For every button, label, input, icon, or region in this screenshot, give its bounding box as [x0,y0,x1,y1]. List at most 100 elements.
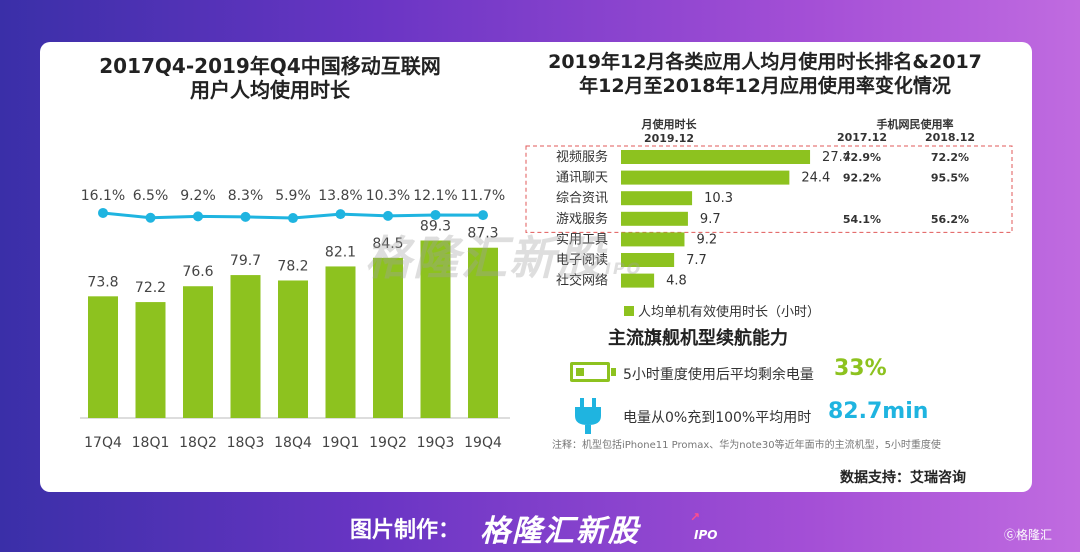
col-rate-label: 手机网民使用率 [876,118,954,131]
growth-point [240,211,251,222]
bar [278,280,308,418]
growth-point [193,211,203,222]
growth-rate-label: 13.8% [318,188,362,204]
right-legend-swatch [624,306,634,316]
plug-icon [572,398,604,438]
col-usage-date: 2019.12 [643,132,695,145]
growth-rate-label: 11.7% [461,188,505,204]
growth-point [288,213,298,224]
charge-value: 82.7min [828,399,929,424]
bar [325,266,356,418]
hbar-value-label: 10.3 [704,191,733,206]
left-title-line2: 用户人均使用时长 [190,78,350,102]
hbar [621,150,811,164]
battery-icon [570,362,616,382]
category-label: 实用工具 [556,232,608,247]
hbar [621,232,685,247]
growth-rate-label: 9.2% [180,188,216,204]
watermark-text: 格隆汇新股 [365,231,605,285]
hbar [621,211,688,226]
hbar-value-label: 24.4 [801,171,830,186]
right-chart-title: 2019年12月各类应用人均月使用时长排名&2017 年12月至2018年12月… [530,50,1000,98]
growth-point [145,212,156,223]
x-tick-label: 18Q1 [132,435,170,451]
charge-label: 电量从0%充到100%平均用时 [623,410,812,426]
left-chart: 73.8 17Q4 16.1% 72.2 18Q1 6.5% 76.6 18Q2 9.2% 79.… [80,188,510,451]
content-card: 2017Q4-2019年Q4中国移动互联网 用户人均使用时长 73.8 17Q4 1… [40,42,1032,492]
col-usage-label: 月使用时长 [641,118,697,131]
rate-2017-label: 72.9% [843,151,881,164]
watermark-logo: 格隆汇新股IPO [365,222,642,288]
bar [420,240,451,418]
x-tick-label: 19Q3 [417,435,455,451]
bar [135,302,166,418]
hbar-value-label: 9.2 [696,232,717,247]
growth-rate-label: 5.9% [275,188,311,204]
rate-2017-label: 54.1% [843,213,881,226]
x-tick-label: 18Q3 [227,435,265,451]
category-label: 视频服务 [556,149,608,165]
battery-remaining-label: 5小时重度使用后平均剩余电量 [623,367,814,383]
bar [88,296,118,418]
watermark-suffix: IPO [605,259,643,278]
hbar-value-label: 27.4 [822,150,851,165]
rate-2018-label: 72.2% [931,151,969,164]
bar [183,286,213,418]
left-chart-title: 2017Q4-2019年Q4中国移动互联网 用户人均使用时长 [80,54,460,102]
footer-brand-suffix: IPO [694,528,718,542]
battery-title: 主流旗舰机型续航能力 [608,328,788,349]
category-label: 综合资讯 [556,191,608,206]
bar-value-label: 84.5 [372,236,403,252]
x-tick-label: 19Q2 [369,435,407,451]
category-label: 游戏服务 [556,211,608,227]
category-label: 通讯聊天 [556,171,608,186]
growth-point [335,209,346,220]
growth-point [98,207,108,218]
footnote: 注释：机型包括iPhone11 Promax、华为note30等近年面市的主流机… [552,440,941,451]
rate-2018-label: 56.2% [931,213,969,226]
category-label: 电子阅读 [556,253,608,268]
corner-logo: Ⓖ格隆汇 [1004,526,1052,543]
rate-2017-label: 92.2% [843,172,881,185]
x-tick-label: 17Q4 [84,435,122,451]
footer: 图片制作： 格隆汇新股 ↗ IPO Ⓖ格隆汇 [0,504,1080,552]
growth-rate-label: 12.1% [413,188,457,204]
bar-value-label: 82.1 [325,244,356,260]
x-tick-label: 18Q4 [274,435,312,451]
growth-rate-label: 16.1% [81,188,125,204]
hbar [621,170,790,185]
hbar [621,253,675,267]
bar [468,247,498,418]
hbar [621,191,693,206]
col-rate-2018: 2018.12 [924,131,976,144]
highlight-box [525,145,1013,233]
col-header-usage: 月使用时长 2019.12 [634,118,704,146]
growth-point [430,209,441,220]
hbar [621,273,655,288]
growth-rate-label: 10.3% [366,188,410,204]
x-tick-label: 19Q4 [464,435,502,451]
left-title-line1: 2017Q4-2019年Q4中国移动互联网 [99,54,441,78]
right-title-line1: 2019年12月各类应用人均月使用时长排名&2017 [548,51,982,73]
bar-value-label: 76.6 [182,264,213,280]
right-chart: 视频服务 27.472.9% 72.2% 通讯聊天 24.4 92.2% 95.5% 综合资讯… [525,145,1013,289]
bar-value-label: 73.8 [87,274,118,290]
growth-point [383,210,393,221]
corner-logo-icon: Ⓖ [1004,528,1017,542]
hbar-value-label: 7.7 [686,253,707,268]
category-label: 社交网络 [556,273,608,289]
growth-point [478,210,488,221]
hbar-value-label: 4.8 [666,274,687,289]
bar-value-label: 72.2 [135,280,166,296]
growth-rate-label: 8.3% [228,188,264,204]
brand-arrow-icon: ↗ [690,510,701,524]
bar-value-label: 78.2 [277,258,308,274]
data-source: 数据支持：艾瑞咨询 [840,470,966,486]
footer-brand-logo: 格隆汇新股 [480,514,640,549]
col-rate-2017: 2017.12 [836,131,888,144]
bar-value-label: 87.3 [467,226,498,242]
right-title-line2: 年12月至2018年12月应用使用率变化情况 [579,75,951,97]
bar [230,275,261,418]
x-tick-label: 18Q2 [179,435,217,451]
bar-value-label: 79.7 [230,253,261,269]
